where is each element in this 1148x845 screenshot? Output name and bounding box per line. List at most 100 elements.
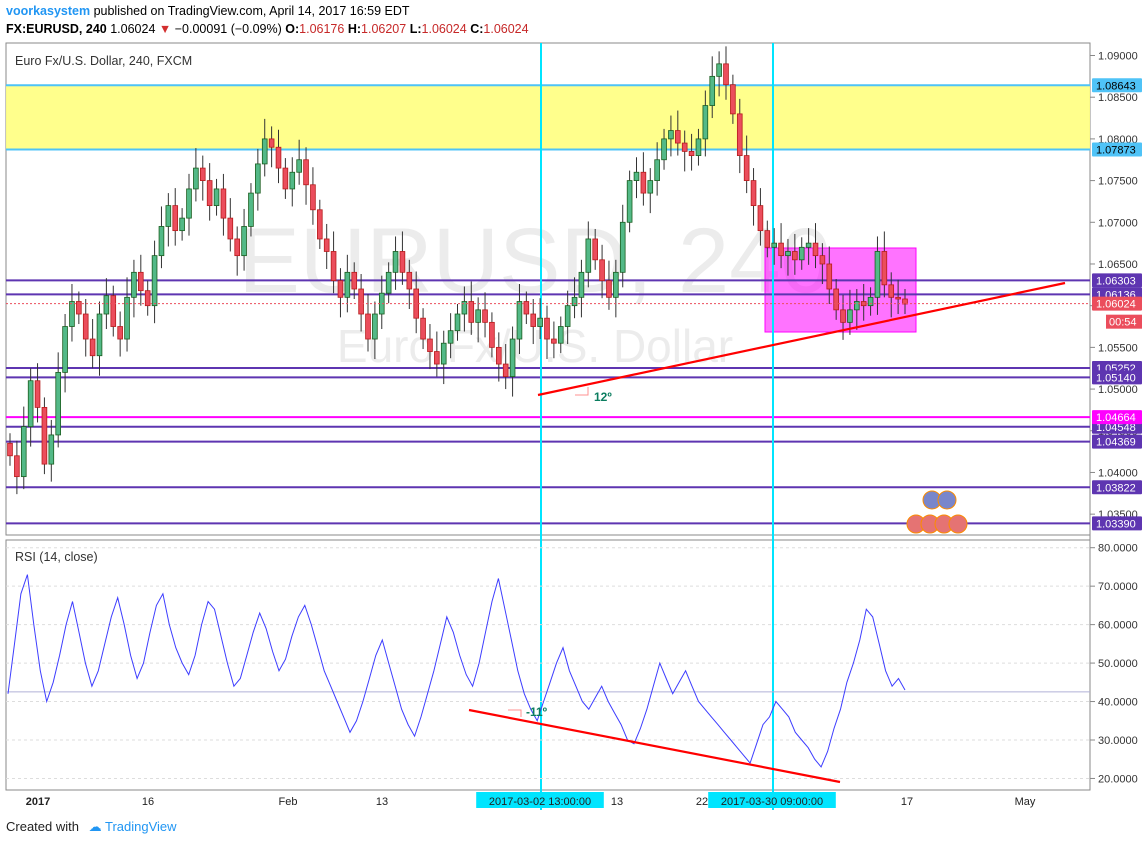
yellow-resistance-zone[interactable] bbox=[6, 85, 1090, 150]
candle-body bbox=[20, 426, 27, 478]
candle-body bbox=[14, 455, 20, 478]
candle-body bbox=[234, 238, 240, 257]
rsi-tick-label: 70.0000 bbox=[1098, 581, 1138, 593]
candle-body bbox=[110, 295, 117, 327]
candle-body bbox=[227, 217, 234, 240]
magenta-level-price-tag bbox=[1092, 410, 1142, 425]
candle-body bbox=[626, 180, 633, 223]
candle-body bbox=[89, 338, 96, 357]
level-price-tag bbox=[1092, 273, 1142, 288]
candle-body bbox=[406, 271, 413, 290]
candle-body bbox=[434, 351, 440, 365]
level-price-tag bbox=[1092, 516, 1142, 531]
candle-body bbox=[158, 226, 165, 257]
rsi-pane[interactable] bbox=[5, 539, 1091, 791]
candle-body bbox=[599, 259, 605, 282]
low-value: 1.06024 bbox=[421, 22, 467, 36]
tradingview-link[interactable]: TradingView bbox=[105, 819, 177, 834]
rsi-tick-label: 30.0000 bbox=[1098, 735, 1138, 747]
candle-body bbox=[268, 138, 275, 148]
rsi-tick-label: 60.0000 bbox=[1098, 620, 1138, 632]
countdown-tag bbox=[1106, 314, 1142, 329]
candle-body bbox=[496, 346, 502, 365]
candle-body bbox=[654, 159, 660, 181]
candle-body bbox=[502, 363, 509, 377]
zone-price-tag bbox=[1092, 78, 1142, 93]
candle-body bbox=[888, 284, 895, 298]
economic-events-icon[interactable] bbox=[906, 490, 968, 534]
time-cursor-tag bbox=[476, 792, 604, 808]
time-axis[interactable]: 2017 16 Feb 13 2017-03-02 13:00:00 13 22 2017-0… bbox=[26, 792, 1036, 808]
high-label: H: bbox=[347, 22, 362, 36]
candle-body bbox=[440, 342, 447, 365]
candle-body bbox=[736, 113, 743, 156]
candle-body bbox=[792, 251, 798, 261]
time-tick-label: 2017-03-30 09:00:00 bbox=[721, 796, 823, 808]
candle-body bbox=[778, 242, 784, 257]
candles bbox=[7, 46, 908, 495]
level-price-tag bbox=[1092, 434, 1142, 449]
candle-body bbox=[275, 146, 282, 169]
last-price: 1.06024 bbox=[110, 22, 156, 36]
level-price-text: 1.05140 bbox=[1096, 372, 1136, 384]
candle-body bbox=[530, 313, 537, 327]
candle-body bbox=[358, 288, 364, 315]
time-tick-label: 2017-03-02 13:00:00 bbox=[489, 796, 591, 808]
candle-body bbox=[544, 317, 550, 340]
level-price-text: 1.06303 bbox=[1096, 275, 1136, 287]
last-price-tag bbox=[1092, 296, 1142, 311]
publish-line: voorkasystem published on TradingView.co… bbox=[6, 4, 410, 18]
candle-body bbox=[895, 296, 901, 300]
zone-price-text: 1.07873 bbox=[1096, 144, 1136, 156]
candle-body bbox=[351, 271, 358, 290]
candle-body bbox=[585, 238, 592, 273]
candle-body bbox=[695, 138, 702, 156]
level-price-tag bbox=[1092, 480, 1142, 495]
time-tick-label: 17 bbox=[901, 796, 913, 808]
candle-body bbox=[365, 313, 371, 340]
trendline-price[interactable] bbox=[537, 281, 1066, 397]
candle-body bbox=[96, 313, 103, 357]
candle-body bbox=[48, 434, 55, 465]
level-price-text: 1.03822 bbox=[1096, 482, 1136, 494]
candle-body bbox=[874, 251, 881, 298]
candle-body bbox=[392, 251, 399, 273]
rsi-angle-marker bbox=[508, 709, 522, 717]
author-link[interactable]: voorkasystem bbox=[6, 4, 91, 18]
last-price-text: 1.06024 bbox=[1096, 299, 1136, 311]
candle-body bbox=[454, 313, 461, 332]
watermark-name: Euro Fx/U.S. Dollar bbox=[337, 320, 733, 372]
candle-body bbox=[592, 238, 598, 261]
price-axis[interactable]: 1.090001.085001.080001.075001.070001.065… bbox=[1090, 51, 1138, 522]
candle-body bbox=[138, 271, 144, 292]
price-tick-label: 1.07000 bbox=[1098, 217, 1138, 229]
candle-body bbox=[730, 84, 736, 115]
candle-body bbox=[7, 442, 13, 457]
candle-body bbox=[785, 251, 791, 257]
candle-body bbox=[344, 271, 351, 298]
time-tick-label: 16 bbox=[142, 796, 154, 808]
angle-marker bbox=[575, 387, 589, 396]
candle-body bbox=[881, 251, 888, 286]
price-tick-label: 1.06500 bbox=[1098, 259, 1138, 271]
candle-body bbox=[613, 271, 619, 298]
price-tick-label: 1.05500 bbox=[1098, 342, 1138, 354]
candle-body bbox=[296, 159, 302, 173]
footer: Created with ☁ TradingView bbox=[6, 819, 177, 835]
rsi-line bbox=[7, 574, 906, 768]
candle-body bbox=[675, 130, 681, 144]
candle-body bbox=[840, 309, 846, 323]
candle-body bbox=[798, 246, 805, 261]
candle-body bbox=[289, 171, 296, 190]
trendline-angle-label: 12º bbox=[594, 390, 612, 404]
candle-body bbox=[117, 326, 123, 340]
time-tick-label: Feb bbox=[279, 796, 298, 808]
candle-body bbox=[633, 171, 640, 181]
candle-body bbox=[716, 63, 722, 77]
level-price-text: 1.04369 bbox=[1096, 437, 1136, 449]
price-tick-label: 1.04000 bbox=[1098, 467, 1138, 479]
price-change: −0.00091 (−0.09%) bbox=[174, 22, 282, 36]
trendline-rsi[interactable] bbox=[468, 708, 841, 784]
published-text: published on TradingView.com, April 14, … bbox=[93, 4, 410, 18]
